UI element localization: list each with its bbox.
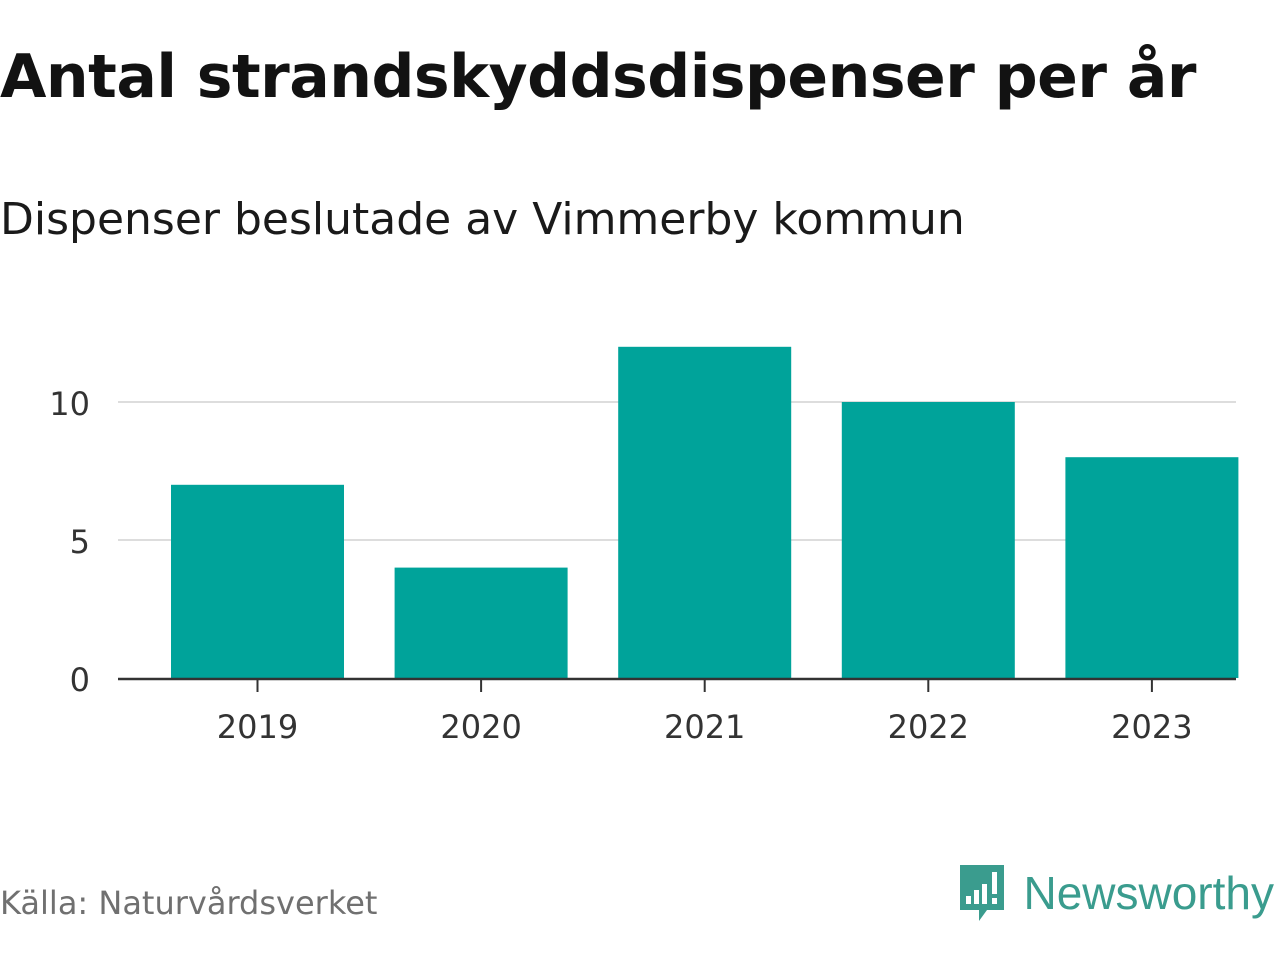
bar-2023 — [1065, 457, 1239, 678]
chart-title: Antal strandskyddsdispenser per år — [0, 42, 1196, 112]
bar-chart: 0 5 10 2019 2020 2021 2022 2023 — [49, 346, 1239, 746]
brand-logo: Newsworthy — [957, 862, 1274, 924]
source-note: Källa: Naturvårdsverket — [0, 884, 378, 922]
newsworthy-logo-icon — [960, 865, 1005, 921]
y-tick-label: 10 — [49, 385, 90, 423]
brand-name: Newsworthy — [1023, 867, 1274, 919]
x-tick-label: 2021 — [664, 708, 745, 746]
bar-2019 — [171, 484, 344, 678]
bar-2020 — [394, 567, 568, 678]
y-tick-label: 0 — [70, 661, 90, 699]
bar-2022 — [841, 402, 1015, 678]
x-tick-label: 2023 — [1111, 708, 1192, 746]
chart-subtitle: Dispenser beslutade av Vimmerby kommun — [0, 194, 965, 245]
x-tick-label: 2020 — [440, 708, 521, 746]
x-tick-label: 2019 — [217, 708, 298, 746]
bar-2021 — [618, 346, 792, 678]
y-tick-label: 5 — [70, 523, 90, 561]
x-tick-label: 2022 — [888, 708, 969, 746]
